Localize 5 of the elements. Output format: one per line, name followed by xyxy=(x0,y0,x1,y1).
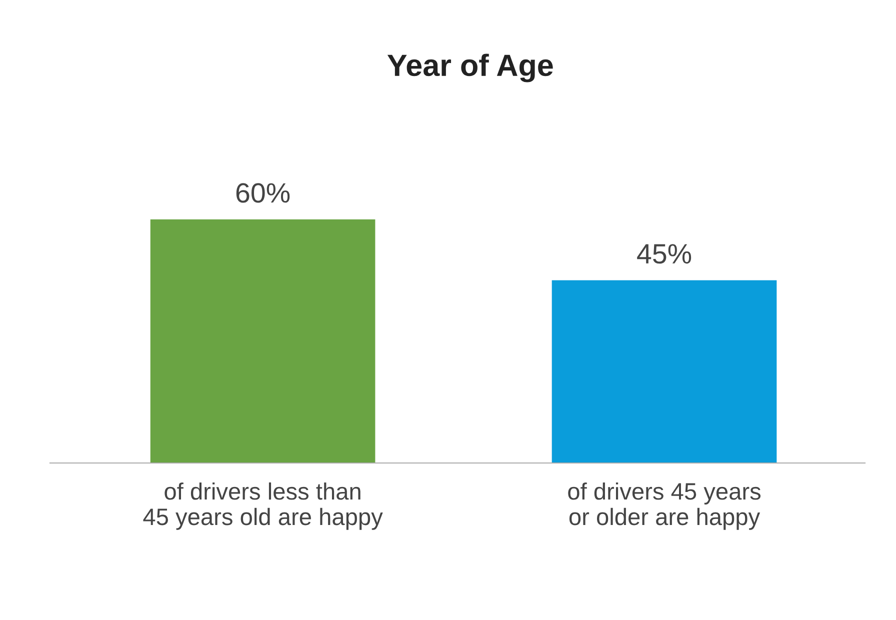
x-tick-label: of drivers less than 45 years old are happy xyxy=(143,482,383,530)
data-label: 45% xyxy=(637,244,692,264)
chart-title: Year of Age xyxy=(387,54,553,82)
x-tick-label: of drivers 45 years or older are happy xyxy=(568,482,761,530)
data-label: 60% xyxy=(236,183,290,203)
